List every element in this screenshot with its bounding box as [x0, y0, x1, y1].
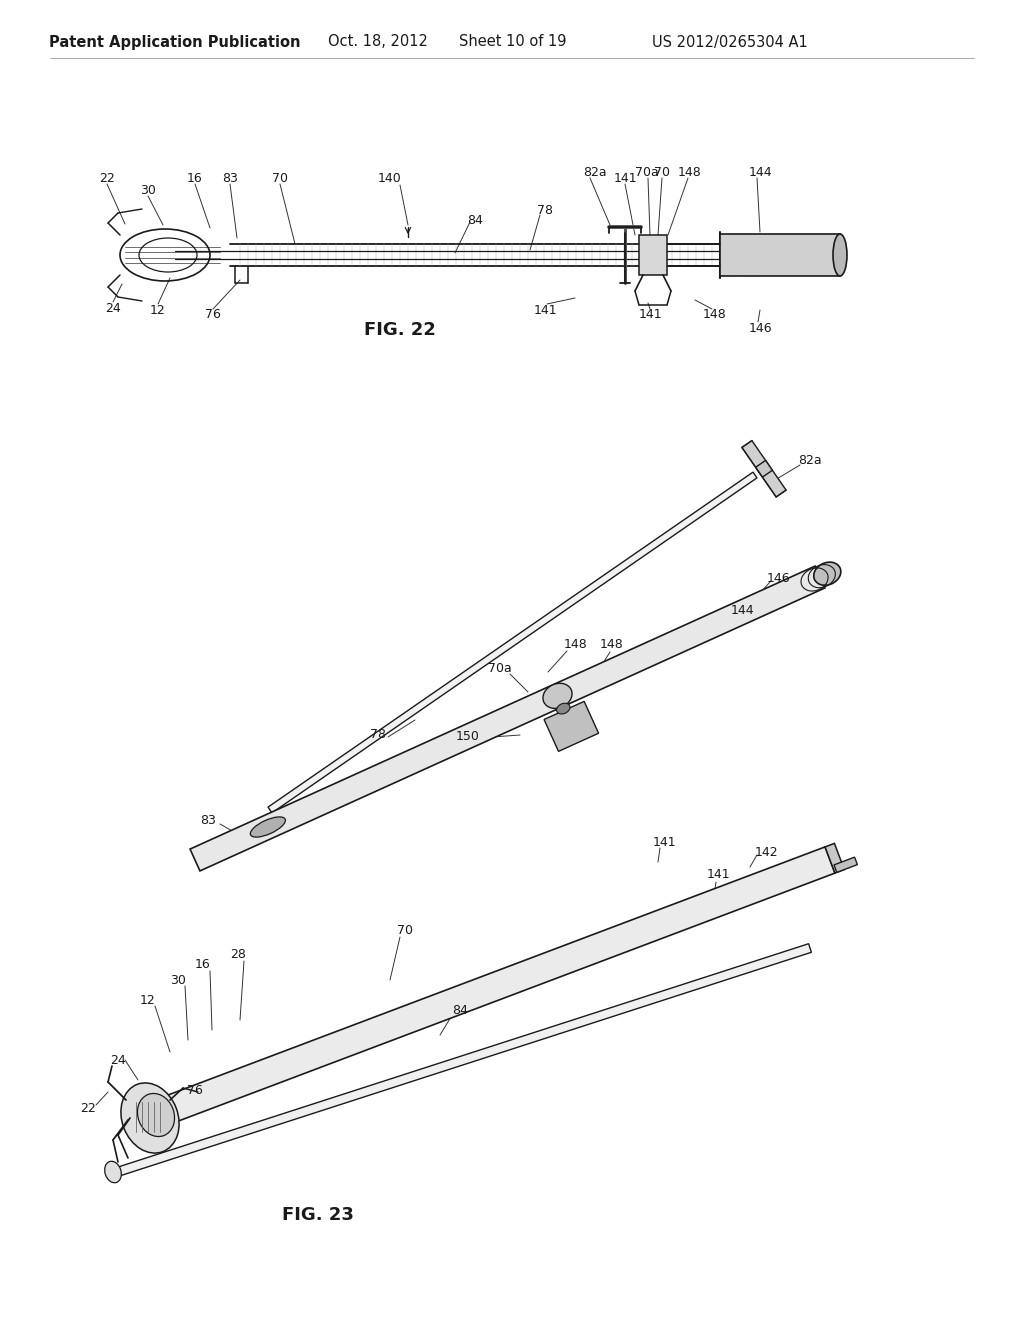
Text: 146: 146	[749, 322, 772, 334]
Text: 22: 22	[80, 1101, 96, 1114]
Text: 148: 148	[678, 165, 701, 178]
Text: 70: 70	[272, 172, 288, 185]
Text: 150: 150	[456, 730, 480, 742]
Text: 82a: 82a	[798, 454, 822, 466]
Text: 78: 78	[370, 729, 386, 742]
Bar	[639, 235, 667, 275]
Polygon shape	[825, 843, 845, 873]
Text: 84: 84	[452, 1003, 468, 1016]
Text: 141: 141	[613, 172, 637, 185]
Text: 141: 141	[534, 304, 557, 317]
Text: 84: 84	[467, 214, 483, 227]
Polygon shape	[268, 473, 757, 813]
Text: 83: 83	[222, 172, 238, 185]
Text: 148: 148	[600, 639, 624, 652]
Polygon shape	[834, 857, 857, 873]
Text: 16: 16	[196, 958, 211, 972]
Text: 12: 12	[140, 994, 156, 1006]
Ellipse shape	[543, 684, 572, 709]
Text: US 2012/0265304 A1: US 2012/0265304 A1	[652, 34, 808, 49]
Text: 16: 16	[187, 172, 203, 185]
Bar	[720, 234, 840, 276]
Text: FIG. 22: FIG. 22	[365, 321, 436, 339]
Text: 76: 76	[187, 1084, 203, 1097]
Text: 144: 144	[730, 603, 754, 616]
Text: 144: 144	[749, 165, 772, 178]
Text: 76: 76	[205, 309, 221, 322]
Text: 30: 30	[170, 974, 186, 986]
Text: Patent Application Publication: Patent Application Publication	[49, 34, 301, 49]
Text: Oct. 18, 2012: Oct. 18, 2012	[328, 34, 428, 49]
Ellipse shape	[557, 704, 570, 714]
Text: 70a: 70a	[635, 165, 658, 178]
Ellipse shape	[104, 1162, 121, 1183]
Text: 141: 141	[652, 836, 676, 849]
Text: 146: 146	[766, 572, 790, 585]
Text: 30: 30	[140, 183, 156, 197]
Ellipse shape	[121, 1082, 179, 1154]
Polygon shape	[742, 441, 786, 496]
Text: 141: 141	[638, 309, 662, 322]
Text: 70a: 70a	[488, 661, 512, 675]
Text: 140: 140	[378, 172, 401, 185]
Text: 148: 148	[703, 309, 727, 322]
Text: 141: 141	[707, 869, 730, 882]
Text: 28: 28	[230, 949, 246, 961]
Polygon shape	[106, 944, 811, 1179]
Text: 78: 78	[537, 203, 553, 216]
Text: 24: 24	[105, 301, 121, 314]
Polygon shape	[756, 461, 772, 477]
Text: 12: 12	[151, 304, 166, 317]
Text: 70: 70	[654, 165, 670, 178]
Text: 70: 70	[397, 924, 413, 936]
Text: 148: 148	[564, 639, 588, 652]
Text: FIG. 23: FIG. 23	[282, 1206, 354, 1224]
Text: Sheet 10 of 19: Sheet 10 of 19	[459, 34, 566, 49]
Polygon shape	[544, 701, 599, 751]
Polygon shape	[190, 566, 825, 871]
Text: 24: 24	[111, 1053, 126, 1067]
Text: 22: 22	[99, 172, 115, 185]
Polygon shape	[163, 847, 835, 1123]
Text: 82a: 82a	[584, 165, 607, 178]
Text: 83: 83	[200, 813, 216, 826]
Text: 142: 142	[755, 846, 778, 858]
Ellipse shape	[814, 562, 841, 585]
Ellipse shape	[137, 1093, 174, 1137]
Ellipse shape	[250, 817, 286, 837]
Ellipse shape	[833, 234, 847, 276]
